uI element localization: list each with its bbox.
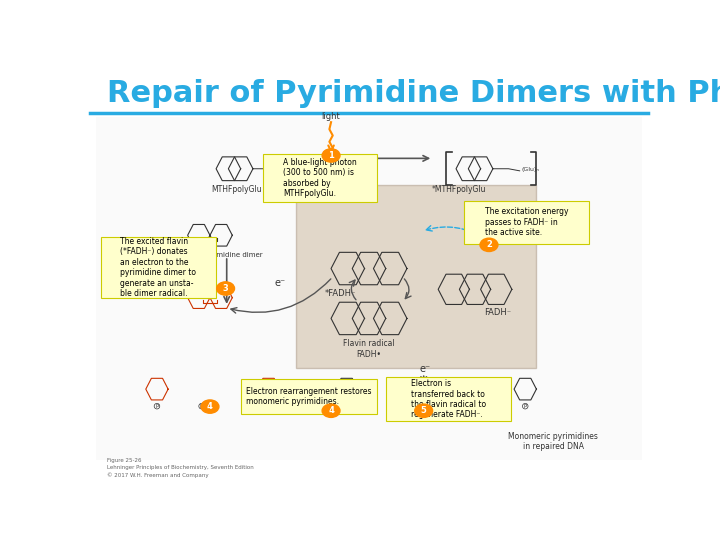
Text: FADH⁻: FADH⁻ [484,308,511,317]
Text: *MTHFpolyGlu: *MTHFpolyGlu [432,185,487,193]
Text: (Glu)ₙ: (Glu)ₙ [521,167,539,172]
Text: P: P [468,404,471,409]
Text: P: P [156,404,158,409]
FancyBboxPatch shape [101,238,215,298]
Text: The excitation energy
passes to FADH⁻ in
the active site.: The excitation energy passes to FADH⁻ in… [485,207,568,237]
Circle shape [322,149,340,162]
Text: 3: 3 [222,284,228,293]
Text: MTHFpolyGlu: MTHFpolyGlu [211,185,261,193]
Text: Electron rearrangement restores
monomeric pyrimidines.: Electron rearrangement restores monomeri… [246,387,372,406]
Text: A blue-light photon
(300 to 500 nm) is
absorbed by
MTHFpolyGlu.: A blue-light photon (300 to 500 nm) is a… [283,158,357,198]
Text: P: P [523,404,527,409]
Text: Repair of Pyrimidine Dimers with Photolyase: Repair of Pyrimidine Dimers with Photoly… [107,79,720,109]
Text: Cyclobutane pyrimidine dimer: Cyclobutane pyrimidine dimer [157,252,263,258]
FancyBboxPatch shape [96,117,642,460]
Text: The excited flavin
(*FADH⁻) donates
an electron to the
pyrimidine dimer to
gener: The excited flavin (*FADH⁻) donates an e… [120,237,197,298]
Text: 1: 1 [328,151,334,160]
FancyBboxPatch shape [263,154,377,202]
Circle shape [480,238,498,252]
FancyBboxPatch shape [297,185,536,368]
Text: *FADH⁻: *FADH⁻ [324,288,356,298]
FancyBboxPatch shape [464,201,590,244]
FancyBboxPatch shape [240,379,377,414]
Circle shape [201,400,219,413]
Text: Monomeric pyrimidines
in repaired DNA: Monomeric pyrimidines in repaired DNA [508,431,598,451]
Text: Electron is
transferred back to
the flavin radical to
regenerate FADH⁻.: Electron is transferred back to the flav… [411,379,486,420]
Text: e⁻: e⁻ [274,278,285,288]
Circle shape [415,404,433,417]
Text: 4: 4 [207,402,213,411]
Text: 2: 2 [486,240,492,249]
Circle shape [217,282,235,295]
Text: (Glu)ₙ: (Glu)ₙ [282,167,300,172]
Text: e⁻: e⁻ [419,364,431,374]
Text: P: P [294,404,298,409]
Text: P: P [200,404,203,409]
Circle shape [322,404,340,417]
Text: 4: 4 [328,406,334,415]
FancyBboxPatch shape [386,377,511,421]
Text: Flavin radical
FADH•: Flavin radical FADH• [343,339,395,359]
Text: light: light [322,112,341,121]
Text: Figure 25-26
Lehninger Principles of Biochemistry, Seventh Edition
© 2017 W.H. F: Figure 25-26 Lehninger Principles of Bio… [107,458,253,478]
Text: 5: 5 [420,406,427,415]
Text: P: P [367,404,371,409]
